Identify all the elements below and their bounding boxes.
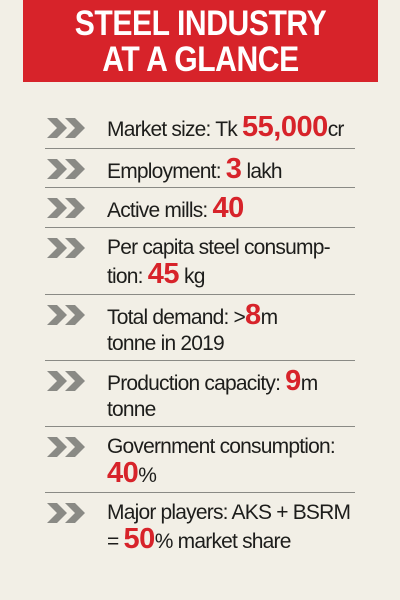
item-label: Active mills:: [107, 199, 213, 222]
item-value: 8: [245, 299, 261, 331]
list-item-per-capita: Per capita steel consump-tion: 45 kg: [45, 228, 355, 295]
list-item-text: Government consumption: 40%: [107, 434, 355, 489]
list-item-government-consumption: Government consumption: 40%: [45, 427, 355, 493]
item-label: Production capacity:: [107, 372, 286, 395]
item-unit: lakh: [241, 160, 282, 183]
list-item-text: Total demand: >8m tonne in 2019: [107, 299, 325, 357]
item-value: 45: [147, 258, 180, 290]
item-unit: m tonne in 2019: [107, 306, 278, 355]
item-value: 55,000: [242, 111, 328, 143]
item-unit: %: [138, 464, 157, 487]
list-item-text: Per capita steel consump-tion: 45 kg: [107, 235, 351, 290]
item-unit: cr: [327, 118, 345, 141]
list-item-text: Market size: Tk 55,000cr: [107, 111, 355, 143]
list-item-major-players: Major players: AKS + BSRM = 50% market s…: [45, 493, 355, 559]
item-value: 3: [225, 153, 242, 185]
list-item-text: Employment: 3 lakh: [107, 153, 355, 185]
item-label: Total demand: >: [107, 306, 246, 329]
list-item-production-capacity: Production capacity: 9m tonne: [45, 361, 355, 427]
item-value: 40: [107, 457, 139, 489]
list-item-total-demand: Total demand: >8m tonne in 2019: [45, 295, 355, 361]
item-value: 9: [285, 365, 301, 397]
double-chevron-right-icon: [47, 159, 85, 179]
list-item-market-size: Market size: Tk 55,000cr: [45, 111, 355, 149]
item-unit: % market share: [154, 530, 292, 553]
double-chevron-right-icon: [47, 198, 85, 218]
double-chevron-right-icon: [47, 238, 85, 258]
title-line-2: AT A GLANCE: [102, 40, 299, 79]
item-value: 50: [123, 523, 156, 555]
item-label: Per capita steel consump-tion:: [107, 236, 331, 288]
double-chevron-right-icon: [47, 503, 85, 523]
list-item-text: Active mills: 40: [107, 192, 355, 224]
double-chevron-right-icon: [47, 305, 85, 325]
double-chevron-right-icon: [47, 118, 85, 138]
item-label: Major players: AKS + BSRM =: [107, 501, 351, 553]
item-unit: kg: [179, 265, 205, 288]
facts-list: Market size: Tk 55,000cr Employment: 3 l…: [45, 111, 355, 559]
item-label: Market size: Tk: [107, 118, 243, 141]
double-chevron-right-icon: [47, 437, 85, 457]
list-item-active-mills: Active mills: 40: [45, 188, 355, 228]
item-value: 40: [212, 192, 244, 224]
item-label: Employment:: [107, 160, 226, 183]
list-item-employment: Employment: 3 lakh: [45, 149, 355, 188]
title-line-1: STEEL INDUSTRY: [74, 4, 327, 43]
double-chevron-right-icon: [47, 371, 85, 391]
list-item-text: Production capacity: 9m tonne: [107, 365, 351, 423]
title-banner: STEEL INDUSTRY AT A GLANCE: [23, 0, 378, 82]
item-label: Government consumption:: [107, 435, 336, 458]
list-item-text: Major players: AKS + BSRM = 50% market s…: [107, 500, 355, 555]
item-unit: m tonne: [107, 372, 318, 421]
